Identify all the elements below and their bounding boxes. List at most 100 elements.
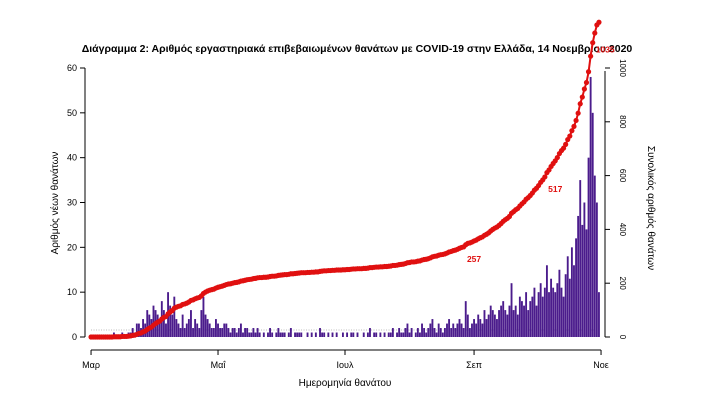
cumulative-point (583, 79, 590, 86)
bar (269, 328, 271, 337)
bar (577, 215, 580, 337)
cumulative-line (91, 21, 600, 338)
bar (362, 332, 365, 337)
bar (296, 332, 299, 337)
bar (423, 328, 426, 337)
bar (552, 287, 555, 337)
bar (406, 323, 409, 337)
bar (252, 328, 255, 337)
bar (379, 332, 382, 337)
bar (548, 292, 550, 337)
y2-tick-label: 800 (618, 115, 627, 129)
bar (468, 328, 471, 337)
bar (231, 328, 234, 337)
bar (504, 310, 507, 337)
bar (521, 301, 523, 337)
bar (298, 332, 301, 337)
bar (421, 323, 423, 337)
bar (583, 202, 586, 337)
bar (533, 287, 536, 337)
bar (262, 332, 265, 337)
bar (473, 319, 475, 337)
bar (206, 319, 209, 337)
bar (510, 283, 513, 337)
bar (223, 323, 226, 337)
bar (131, 328, 134, 337)
bar (431, 319, 434, 337)
bar (227, 328, 230, 337)
bar (289, 328, 292, 337)
x-tick-label: Νοε (593, 360, 609, 370)
bar (539, 283, 542, 337)
bar (200, 310, 203, 337)
bar (275, 332, 278, 337)
bar (441, 332, 444, 337)
cumulative-point (592, 30, 598, 36)
bar (425, 332, 428, 337)
bar (498, 310, 500, 337)
bar (529, 301, 532, 337)
y-tick-label: 10 (67, 287, 77, 297)
bar (429, 323, 432, 337)
bar (294, 332, 296, 337)
bar (194, 319, 197, 337)
bar (525, 292, 528, 337)
bar (391, 328, 394, 337)
bar (233, 328, 236, 337)
bar (202, 296, 205, 337)
x-tick-label: Ιουλ (337, 360, 354, 370)
bar (595, 202, 598, 337)
y-axis-label: Αριθμός νέων θανάτων (49, 152, 61, 255)
bar (452, 323, 455, 337)
bar (589, 76, 592, 337)
bar (156, 314, 159, 337)
bar (570, 247, 573, 337)
bar (493, 314, 496, 337)
bar (485, 319, 488, 337)
bar (250, 332, 253, 337)
bar (366, 332, 369, 337)
bar (550, 278, 553, 337)
bar (479, 319, 482, 337)
bar (523, 305, 525, 337)
bar (181, 314, 184, 337)
bar (491, 310, 494, 337)
cumulative-point (581, 86, 587, 92)
y2-tick-label: 400 (618, 223, 627, 237)
bar (404, 328, 407, 337)
cumulative-point (563, 141, 569, 147)
bar (187, 319, 190, 337)
bar (306, 332, 309, 337)
bar (466, 314, 469, 337)
bar (235, 332, 238, 337)
bar (183, 328, 186, 337)
bar (225, 323, 228, 337)
bar (464, 301, 467, 337)
bar (283, 332, 286, 337)
bar (506, 314, 509, 337)
bar (242, 332, 244, 337)
bar (152, 305, 155, 337)
bar (177, 323, 180, 337)
bar (483, 310, 486, 337)
bar (229, 332, 232, 337)
bar (487, 314, 490, 337)
bar (437, 323, 440, 337)
bar (433, 328, 436, 337)
y2-tick-label: 1000 (618, 59, 627, 77)
bar (537, 292, 540, 337)
bar (598, 292, 600, 337)
cumulative-point (569, 128, 575, 134)
x-axis-label: Ημερομηνία θανάτου (299, 377, 392, 389)
bar (314, 332, 317, 337)
cumulative-point (573, 117, 579, 124)
bar (541, 296, 544, 337)
y-tick-label: 50 (67, 108, 77, 118)
bar (593, 175, 596, 337)
cumulative-point (588, 53, 594, 59)
bar (558, 269, 561, 337)
cumulative-point (571, 123, 577, 129)
y-tick-label: 20 (67, 242, 77, 252)
bar (346, 332, 349, 337)
